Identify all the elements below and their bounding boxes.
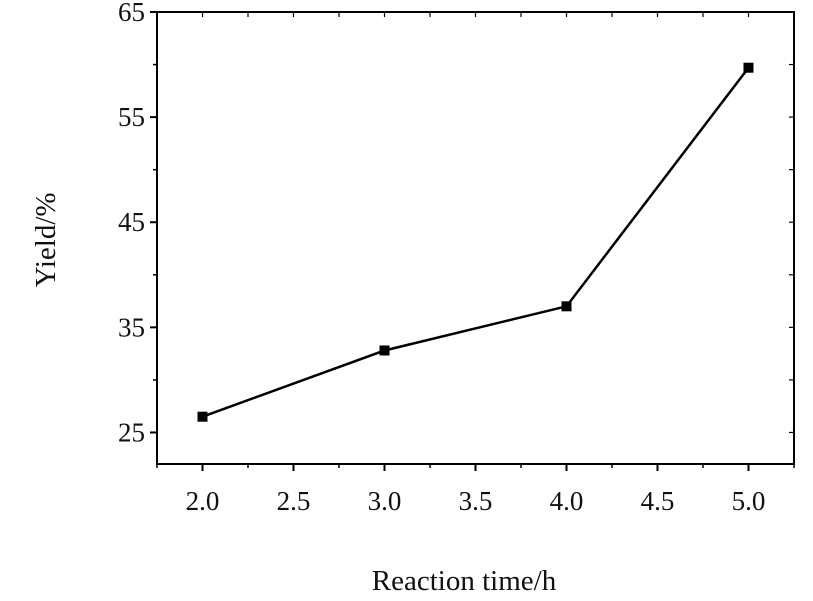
data-point-marker [561, 301, 572, 312]
series-layer [197, 62, 754, 422]
y-axis-title: Yield/% [30, 192, 62, 287]
data-point-marker [197, 411, 208, 422]
x-tick-label: 2.5 [277, 486, 311, 516]
y-tick-label: 35 [118, 312, 145, 342]
y-tick-label: 65 [118, 0, 145, 27]
y-tick-label: 25 [118, 417, 145, 447]
data-point-marker [379, 345, 390, 356]
x-tick-label: 3.5 [459, 486, 493, 516]
plot-frame [156, 11, 795, 465]
x-tick-label: 4.5 [641, 486, 675, 516]
x-tick-label: 3.0 [368, 486, 402, 516]
x-axis-title: Reaction time/h [372, 565, 557, 597]
y-axis-ticks: 25 35 45 55 65 [118, 0, 794, 447]
x-axis-ticks: 2.0 2.5 3.0 3.5 4.0 4.5 5.0 [156, 12, 795, 516]
x-tick-label: 4.0 [550, 486, 584, 516]
x-tick-label: 2.0 [186, 486, 220, 516]
y-tick-label: 45 [118, 207, 145, 237]
series-line [202, 66, 750, 418]
data-point-marker [743, 62, 754, 73]
x-tick-label: 5.0 [732, 486, 766, 516]
y-tick-label: 55 [118, 102, 145, 132]
